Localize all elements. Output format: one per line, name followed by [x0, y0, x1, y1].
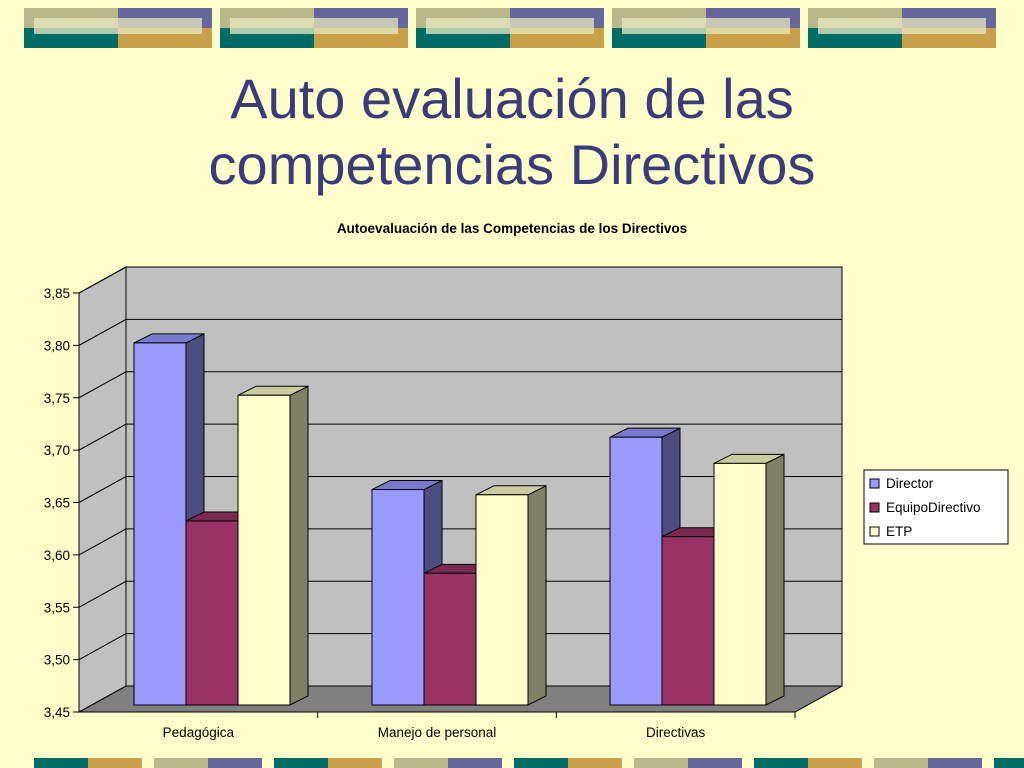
bar-front: [475, 494, 529, 706]
bottom-decoration-band: [34, 758, 1024, 768]
top-decoration-block: [220, 8, 408, 48]
y-tick-label: 3,55: [44, 600, 70, 615]
top-decoration-block: [612, 8, 800, 48]
chart-axes: 3,45 3,50 3,55 3,60 3,65 3,70 3,75 3,80 3,85 Peda…: [44, 286, 796, 740]
y-tick-label: 3,65: [44, 496, 70, 511]
y-tick-label: 3,60: [44, 548, 70, 563]
x-tick-label: Pedagógica: [163, 725, 235, 740]
bar-front: [713, 462, 767, 706]
bar-front: [185, 520, 239, 706]
gridline: [78, 633, 842, 661]
bar-front: [423, 572, 477, 706]
bar-side: [527, 484, 547, 706]
y-tick-label: 3,80: [44, 338, 70, 353]
y-tick-label: 3,70: [44, 443, 70, 458]
bottom-decoration-block: [754, 758, 982, 768]
gridline: [78, 476, 842, 503]
x-tick-label: Manejo de personal: [378, 725, 497, 740]
x-tick-label: Directivas: [646, 725, 706, 740]
legend-swatch: [869, 526, 880, 537]
legend-swatch: [869, 478, 880, 489]
gridline: [78, 318, 842, 346]
bar-etp-1: [475, 484, 547, 706]
top-decoration-block: [808, 8, 996, 48]
bottom-decoration-block: [34, 758, 262, 768]
bar-front: [661, 536, 715, 706]
bar-front: [609, 436, 663, 706]
bar-side: [765, 453, 785, 706]
bar-etp-2: [713, 453, 785, 706]
bar-side: [289, 385, 309, 706]
gridline: [78, 528, 842, 556]
y-tick-label: 3,50: [44, 653, 70, 668]
gridline: [78, 266, 842, 294]
bottom-decoration-block: [274, 758, 502, 768]
legend-entry: Director: [886, 476, 934, 491]
chart-gridlines: [78, 266, 842, 661]
slide-title: Auto evaluación de las competencias Dire…: [0, 66, 1024, 198]
gridline: [78, 371, 842, 399]
top-decoration-block: [24, 8, 212, 48]
slide-title-line-1: Auto evaluación de las: [230, 67, 794, 130]
chart-bars: [133, 333, 785, 706]
legend-swatch: [869, 502, 880, 513]
bottom-decoration-block: [514, 758, 742, 768]
chart-title: Autoevaluación de las Competencias de lo…: [337, 221, 687, 236]
bar-front: [237, 394, 291, 706]
y-tick-label: 3,85: [44, 286, 70, 301]
bottom-decoration-block: [994, 758, 1024, 768]
gridline: [78, 580, 842, 608]
y-tick-label: 3,75: [44, 391, 70, 406]
legend-entry: EquipoDirectivo: [886, 500, 981, 515]
bar-etp-0: [237, 385, 309, 706]
slide-title-line-2: competencias Directivos: [208, 133, 816, 196]
top-decoration-block: [416, 8, 604, 48]
legend-entry: ETP: [886, 524, 912, 539]
gridline: [78, 423, 842, 451]
bar-front: [133, 342, 187, 706]
chart-legend: Director EquipoDirectivo ETP: [863, 469, 1009, 545]
bar-front: [371, 489, 425, 706]
y-tick-label: 3,45: [44, 705, 70, 720]
legend-box: [863, 469, 1009, 545]
top-decoration-band: [24, 8, 996, 48]
